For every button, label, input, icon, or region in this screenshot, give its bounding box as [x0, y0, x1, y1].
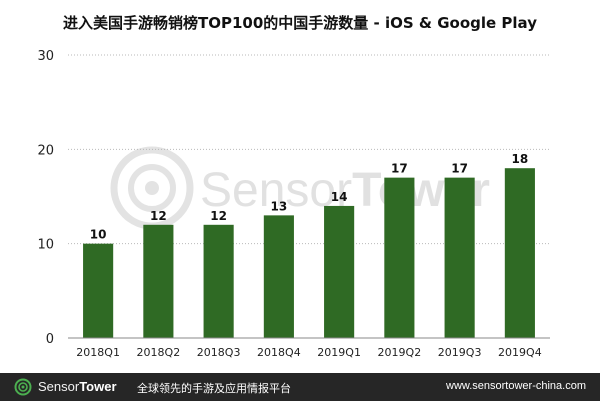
y-tick-label: 30 — [37, 49, 54, 64]
x-tick-label: 2019Q2 — [378, 346, 422, 359]
watermark: SensorTower — [110, 146, 490, 230]
bar-value-label: 17 — [451, 162, 468, 176]
bar-value-label: 18 — [512, 152, 529, 166]
footer-url: www.sensortower-china.com — [446, 380, 586, 392]
bar — [83, 243, 114, 338]
bar — [203, 224, 234, 338]
y-tick-label: 20 — [37, 143, 54, 158]
chart-title: 进入美国手游畅销榜TOP100的中国手游数量 - iOS & Google Pl… — [63, 14, 537, 32]
footer-bar: SensorTower 全球领先的手游及应用情报平台 www.sensortow… — [0, 373, 600, 401]
bar-value-label: 12 — [210, 209, 227, 223]
bar — [384, 177, 415, 338]
y-axis: 0 10 20 30 — [37, 49, 54, 347]
x-tick-label: 2018Q3 — [197, 346, 241, 359]
footer-brand: SensorTower — [38, 379, 117, 394]
footer-brand-light: Sensor — [38, 379, 80, 394]
x-tick-label: 2019Q1 — [317, 346, 361, 359]
bar — [504, 168, 535, 338]
grid-lines — [68, 54, 550, 245]
bar-value-label: 12 — [150, 209, 167, 223]
bar-chart: SensorTower 0 10 20 30 10 12 12 13 14 17 17 18 201… — [37, 49, 550, 359]
x-axis: 2018Q1 2018Q2 2018Q3 2018Q4 2019Q1 2019Q2 2019… — [76, 346, 541, 359]
footer-brand-bold: Tower — [79, 379, 117, 394]
bar-value-label: 10 — [90, 228, 107, 242]
x-tick-label: 2018Q4 — [257, 346, 301, 359]
y-tick-label: 10 — [37, 238, 54, 253]
bar — [444, 177, 475, 338]
footer-tagline: 全球领先的手游及应用情报平台 — [137, 382, 291, 395]
bar — [143, 224, 174, 338]
x-tick-label: 2019Q3 — [438, 346, 482, 359]
bar — [324, 205, 355, 338]
x-tick-label: 2018Q1 — [76, 346, 120, 359]
bar — [263, 215, 294, 338]
x-tick-label: 2019Q4 — [498, 346, 542, 359]
sensortower-logo-icon — [14, 378, 32, 396]
watermark-logo-icon — [110, 146, 194, 230]
y-tick-label: 0 — [46, 332, 54, 347]
bar-value-label: 13 — [271, 199, 288, 213]
x-tick-label: 2018Q2 — [137, 346, 181, 359]
bar-value-label: 14 — [331, 190, 348, 204]
bar-value-label: 17 — [391, 162, 408, 176]
bars: 10 12 12 13 14 17 17 18 — [83, 152, 535, 338]
